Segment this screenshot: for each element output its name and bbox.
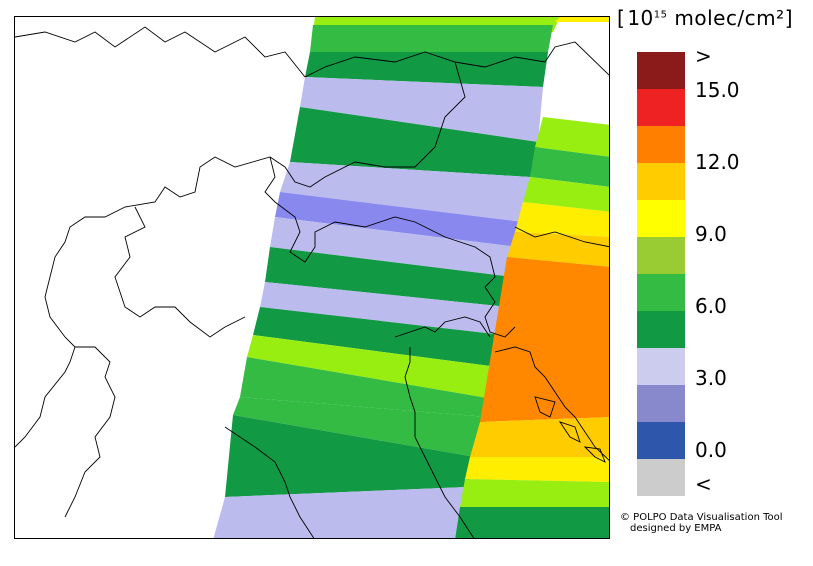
legend-swatch <box>637 52 685 89</box>
coast-line <box>404 347 475 538</box>
coast-line <box>224 426 315 538</box>
swath-band <box>253 307 503 367</box>
legend-swatch <box>637 89 685 126</box>
legend-label: 9.0 <box>695 222 727 246</box>
legend-title-base: 10 <box>627 6 654 30</box>
legend-label: 12.0 <box>695 150 740 174</box>
swath-band <box>460 479 609 507</box>
swath-band <box>265 247 513 307</box>
coast-line <box>494 346 609 461</box>
swath-band <box>465 457 609 482</box>
credit-line-2: designed by EMPA <box>630 523 722 534</box>
legend-swatch <box>637 348 685 385</box>
legend-label: 3.0 <box>695 366 727 390</box>
legend-swatch <box>637 274 685 311</box>
swath-band <box>213 487 467 538</box>
map-canvas <box>15 17 609 538</box>
legend-swatch <box>637 237 685 274</box>
border-line <box>264 156 516 338</box>
border-line <box>15 61 466 448</box>
border-line <box>114 206 246 338</box>
legend-swatch <box>637 126 685 163</box>
legend-swatch <box>637 200 685 237</box>
swath-band <box>233 397 487 457</box>
swath-band <box>480 257 609 422</box>
satellite-swath-east <box>455 17 609 538</box>
border-line <box>64 346 116 518</box>
swath-band <box>515 202 609 237</box>
border-line <box>304 41 609 78</box>
island-outline <box>583 446 606 463</box>
legend-title-exponent: 15 <box>653 9 668 21</box>
legend-title: [1015 molec/cm²] <box>617 6 793 30</box>
legend-title-squared: ² <box>776 6 785 30</box>
swath-band <box>555 17 609 22</box>
swath-band <box>275 192 523 247</box>
swath-band <box>240 357 493 417</box>
swath-band <box>530 147 609 187</box>
border-line <box>514 226 609 248</box>
country-borders <box>15 26 609 538</box>
swath-band <box>280 162 530 222</box>
legend-label: 15.0 <box>695 78 740 102</box>
swath-band <box>455 507 609 538</box>
swath-band <box>310 25 553 52</box>
island-outline <box>558 421 581 443</box>
color-scale-bar <box>637 52 685 496</box>
coast-line <box>394 316 491 338</box>
swath-band <box>523 177 609 212</box>
swath-band <box>247 335 498 399</box>
legend-label: < <box>695 472 712 496</box>
legend-swatch <box>637 459 685 496</box>
legend-title-units: molec/cm <box>674 6 777 30</box>
legend-label: 0.0 <box>695 438 727 462</box>
credit-line-1: © POLPO Data Visualisation Tool <box>620 512 783 523</box>
island-outline <box>534 396 556 418</box>
legend-label: 6.0 <box>695 294 727 318</box>
swath-band <box>507 232 609 267</box>
legend-swatch <box>637 385 685 422</box>
swath-band <box>290 107 538 177</box>
satellite-swath-west <box>213 17 560 538</box>
swath-band <box>300 77 543 142</box>
swath-band <box>270 217 518 277</box>
legend-swatch <box>637 422 685 459</box>
map-panel[interactable] <box>14 16 610 539</box>
legend-swatch <box>637 163 685 200</box>
swath-band <box>225 415 475 497</box>
legend-swatch <box>637 311 685 348</box>
credit-text: © POLPO Data Visualisation Tool designed… <box>620 512 783 534</box>
legend-label: > <box>695 44 712 68</box>
border-line <box>15 26 306 78</box>
swath-band <box>535 117 609 157</box>
swath-band <box>305 52 548 87</box>
